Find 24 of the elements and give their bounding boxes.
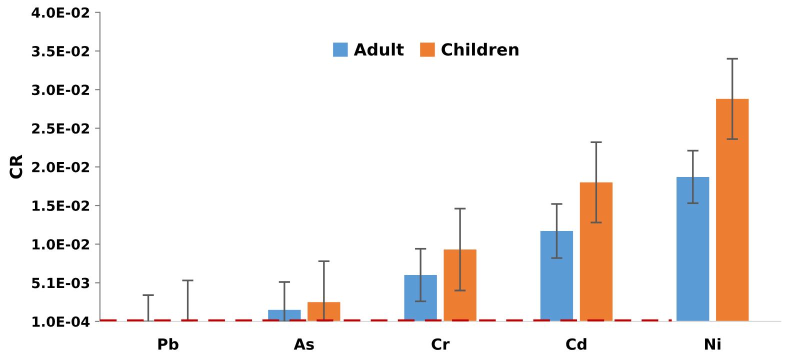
y-tick-label: 1.0E-02 <box>32 239 90 250</box>
bar <box>716 98 749 322</box>
bar <box>580 182 613 322</box>
x-tick-label: Cd <box>566 338 586 350</box>
bar <box>444 250 476 322</box>
y-tick-label: 1.0E-04 <box>32 316 90 327</box>
y-tick-label: 5.1E-03 <box>32 278 90 288</box>
y-tick-label: 3.0E-02 <box>32 84 90 96</box>
x-tick-label: Cr <box>432 338 450 350</box>
y-tick-label: 3.5E-02 <box>32 46 90 56</box>
x-tick-label: Pb <box>158 338 178 350</box>
y-tick-label: 2.0E-02 <box>32 162 90 172</box>
bar <box>308 302 340 322</box>
x-tick-label: Ni <box>705 338 720 350</box>
legend-label: Adult <box>354 42 404 56</box>
bar <box>404 275 437 322</box>
y-tick-label: 1.5E-02 <box>32 200 90 211</box>
legend-label: Children <box>442 42 518 56</box>
bar <box>540 231 574 322</box>
y-axis-title: CR <box>10 154 22 179</box>
y-tick-label: 4.0E-02 <box>32 7 90 18</box>
bar <box>676 176 710 322</box>
y-tick-label: 2.5E-02 <box>32 123 90 134</box>
x-tick-label: As <box>294 338 314 350</box>
